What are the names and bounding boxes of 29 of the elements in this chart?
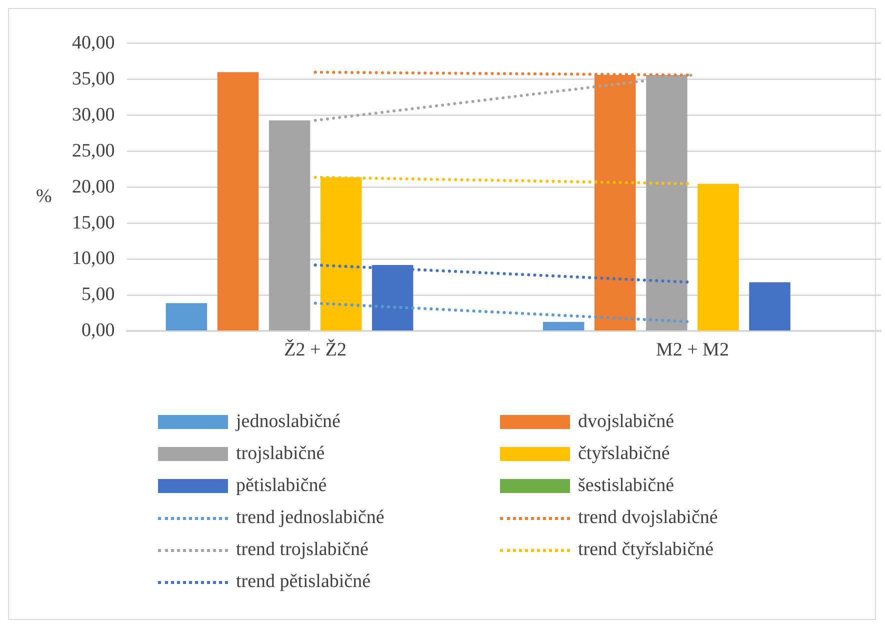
- y-tick-label: 5,00: [82, 284, 115, 306]
- legend-label: trend jednoslabičné: [236, 507, 384, 529]
- y-tick-label: 35,00: [72, 68, 115, 90]
- legend-label: dvojslabičné: [578, 411, 674, 433]
- y-tick-label: 20,00: [72, 176, 115, 198]
- y-tick-label: 40,00: [72, 32, 115, 54]
- bar: [166, 303, 208, 330]
- legend-label: trojslabičné: [236, 443, 325, 465]
- legend-label: šestislabičné: [578, 475, 674, 497]
- legend-label: jednoslabičné: [236, 411, 340, 433]
- legend-label: trend čtyřslabičné: [578, 539, 714, 561]
- y-tick-label: 25,00: [72, 140, 115, 162]
- legend-label: trend trojslabičné: [236, 539, 368, 561]
- bar: [698, 184, 739, 330]
- bar: [542, 322, 584, 330]
- y-tick-label: 15,00: [72, 212, 115, 234]
- legend-label: pětislabičné: [236, 475, 327, 497]
- legend-label: trend dvojslabičné: [578, 507, 718, 529]
- x-tick-label: M2 + M2: [656, 340, 729, 361]
- bar: [217, 72, 259, 330]
- bar: [268, 120, 310, 330]
- legend-label: trend pětislabičné: [236, 571, 371, 593]
- bar: [749, 282, 790, 330]
- x-tick-label: Ž2 + Ž2: [284, 338, 347, 361]
- y-axis-title: %: [36, 186, 52, 208]
- y-tick-label: 30,00: [72, 104, 115, 126]
- y-tick-label: 0,00: [82, 320, 115, 342]
- y-tick-label: 10,00: [72, 248, 115, 270]
- legend-label: čtyřslabičné: [578, 443, 670, 465]
